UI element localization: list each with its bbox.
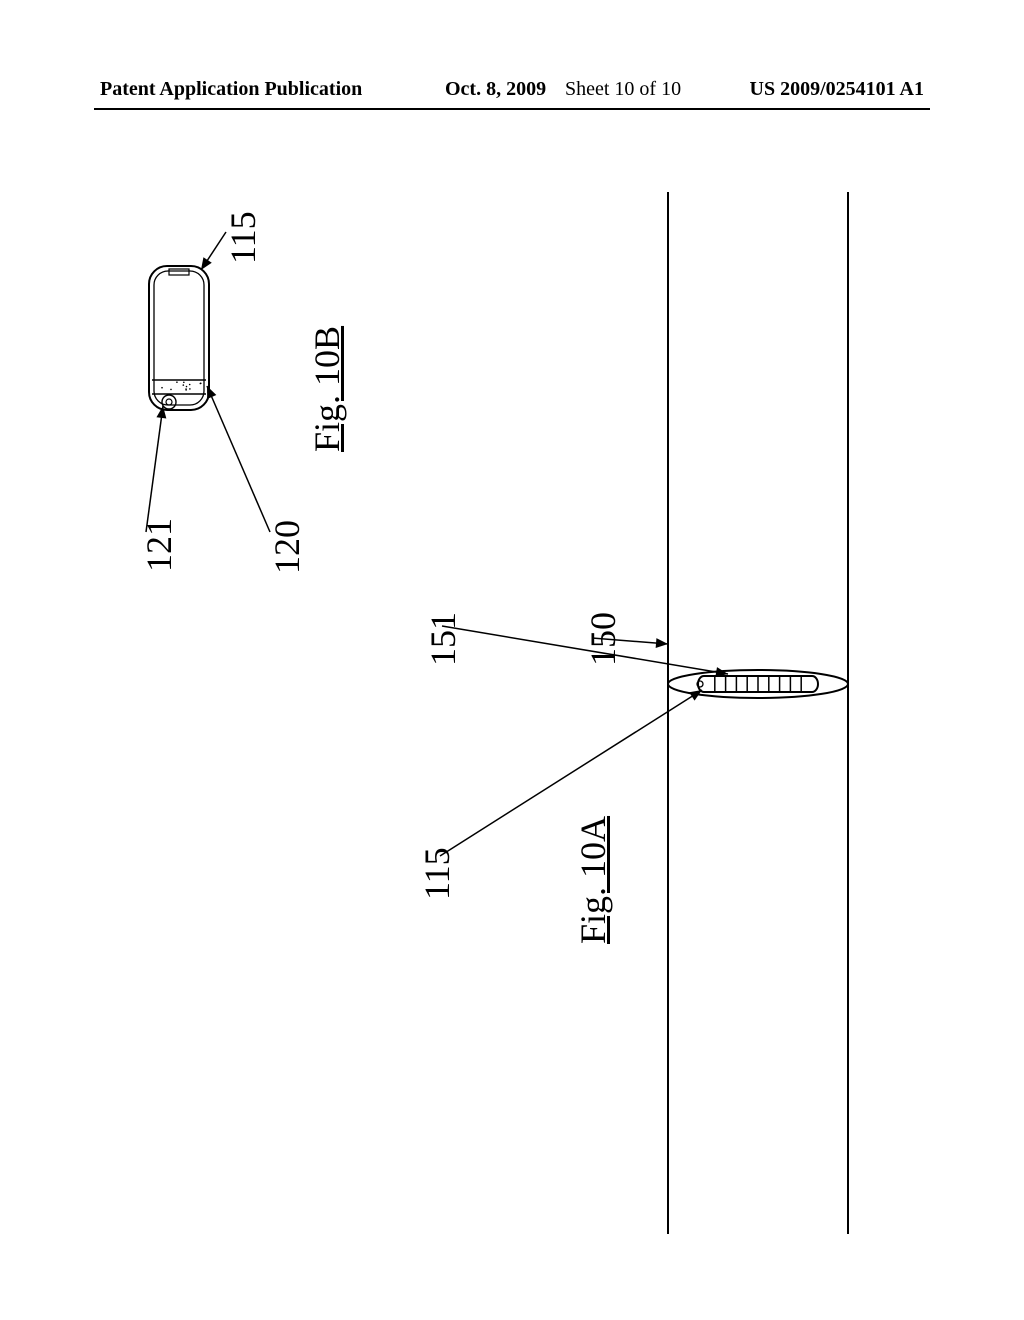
ref-151: 151 (422, 612, 464, 666)
ref-115-bot: 115 (416, 847, 458, 900)
ref-150: 150 (582, 612, 624, 666)
header-rule (94, 108, 930, 110)
publication-type: Patent Application Publication (100, 78, 362, 101)
ref-121: 121 (138, 518, 180, 572)
publication-no: US 2009/0254101 A1 (750, 78, 924, 101)
figure-area: 115 Fig. 10B 121 120 151 150 115 Fig. 10… (94, 156, 930, 1242)
fig-10b-caption: Fig. 10B (306, 326, 348, 452)
publication-date: Oct. 8, 2009 (445, 78, 546, 101)
ref-115-top: 115 (222, 211, 264, 264)
ref-120: 120 (266, 520, 308, 574)
drawing-svg (94, 156, 930, 1242)
fig-10a-caption: Fig. 10A (572, 816, 614, 944)
sheet-number: Sheet 10 of 10 (565, 78, 681, 101)
